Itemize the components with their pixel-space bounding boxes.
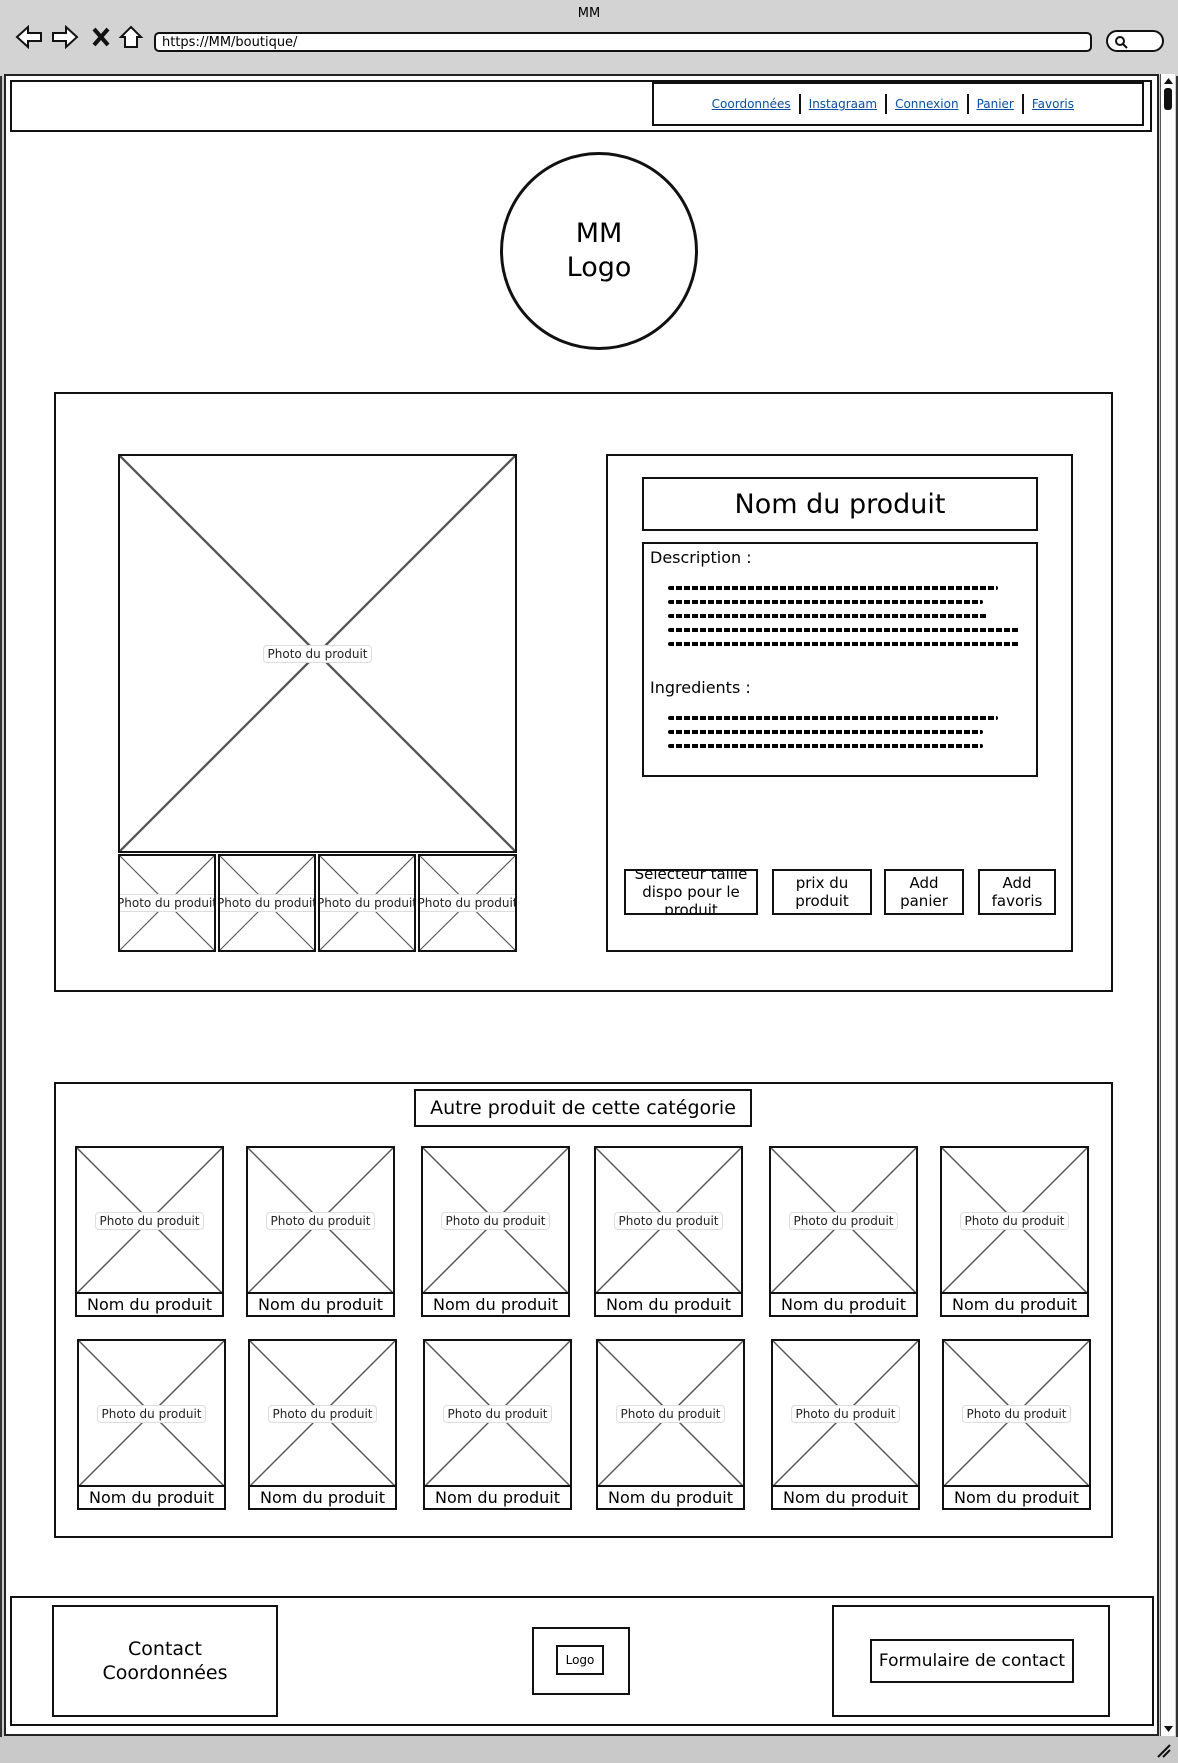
- stop-icon[interactable]: [86, 22, 116, 52]
- related-product-name[interactable]: Nom du produit: [594, 1292, 743, 1317]
- resize-grip-icon[interactable]: [1154, 1741, 1172, 1759]
- related-product-name[interactable]: Nom du produit: [940, 1292, 1089, 1317]
- status-bar: [0, 1737, 1178, 1763]
- photo-label: Photo du produit: [267, 1404, 378, 1423]
- thumbnail-photo[interactable]: Photo du produit: [218, 854, 316, 952]
- photo-label: Photo du produit: [262, 644, 373, 663]
- related-product-name[interactable]: Nom du produit: [942, 1485, 1091, 1510]
- nav-link-connexion[interactable]: Connexion: [887, 94, 969, 114]
- photo-label: Photo du produit: [959, 1211, 1070, 1230]
- photo-label: Photo du produit: [94, 1211, 205, 1230]
- related-product-name[interactable]: Nom du produit: [75, 1292, 224, 1317]
- nav-link-panier[interactable]: Panier: [969, 94, 1024, 114]
- scrollbar-thumb[interactable]: [1164, 88, 1172, 110]
- related-product-name[interactable]: Nom du produit: [769, 1292, 918, 1317]
- add-cart-button[interactable]: Add panier: [884, 869, 964, 915]
- photo-label: Photo du produit: [961, 1404, 1072, 1423]
- photo-label: Photo du produit: [265, 1211, 376, 1230]
- back-arrow-icon[interactable]: [14, 22, 44, 52]
- product-name: Nom du produit: [642, 477, 1038, 531]
- related-section-title: Autre produit de cette catégorie: [414, 1089, 752, 1127]
- related-products-section: [54, 1082, 1113, 1538]
- main-product-photo[interactable]: Photo du produit: [118, 454, 517, 853]
- photo-label: Photo du produit: [790, 1404, 901, 1423]
- forward-arrow-icon[interactable]: [50, 22, 80, 52]
- site-logo[interactable]: MM Logo: [500, 152, 698, 350]
- description-label: Description :: [650, 548, 752, 567]
- related-product-name[interactable]: Nom du produit: [421, 1292, 570, 1317]
- photo-label: Photo du produit: [320, 894, 414, 912]
- related-product-photo[interactable]: Photo du produit: [596, 1339, 745, 1488]
- browser-search-field[interactable]: [1106, 30, 1164, 52]
- related-product-name[interactable]: Nom du produit: [246, 1292, 395, 1317]
- price-button[interactable]: prix du produit: [772, 869, 872, 915]
- related-product-photo[interactable]: Photo du produit: [769, 1146, 918, 1295]
- related-product-photo[interactable]: Photo du produit: [771, 1339, 920, 1488]
- top-nav: Coordonnées Instagraam Connexion Panier …: [652, 82, 1144, 126]
- nav-link-favoris[interactable]: Favoris: [1031, 97, 1074, 111]
- nav-link-coordonnees[interactable]: Coordonnées: [704, 94, 801, 114]
- vertical-scrollbar[interactable]: [1160, 74, 1175, 1736]
- photo-label: Photo du produit: [788, 1211, 899, 1230]
- related-product-photo[interactable]: Photo du produit: [940, 1146, 1089, 1295]
- size-selector-button[interactable]: Sélecteur taille dispo pour le produit: [624, 869, 758, 915]
- nav-link-instagram[interactable]: Instagraam: [801, 94, 888, 114]
- related-product-name[interactable]: Nom du produit: [596, 1485, 745, 1510]
- search-icon: [1115, 36, 1128, 49]
- related-product-photo[interactable]: Photo du produit: [248, 1339, 397, 1488]
- product-description-box: Description : Ingredients :: [642, 542, 1038, 777]
- related-product-name[interactable]: Nom du produit: [423, 1485, 572, 1510]
- photo-label: Photo du produit: [613, 1211, 724, 1230]
- ingredients-text: [668, 706, 1020, 758]
- photo-label: Photo du produit: [442, 1404, 553, 1423]
- thumbnail-photo[interactable]: Photo du produit: [318, 854, 416, 952]
- photo-label: Photo du produit: [420, 894, 515, 912]
- related-product-photo[interactable]: Photo du produit: [594, 1146, 743, 1295]
- ingredients-label: Ingredients :: [650, 678, 751, 697]
- related-product-name[interactable]: Nom du produit: [248, 1485, 397, 1510]
- photo-label: Photo du produit: [120, 894, 214, 912]
- address-bar[interactable]: https://MM/boutique/: [154, 32, 1092, 52]
- related-product-photo[interactable]: Photo du produit: [942, 1339, 1091, 1488]
- photo-label: Photo du produit: [220, 894, 314, 912]
- photo-label: Photo du produit: [615, 1404, 726, 1423]
- thumbnail-photo[interactable]: Photo du produit: [118, 854, 216, 952]
- related-product-photo[interactable]: Photo du produit: [77, 1339, 226, 1488]
- photo-label: Photo du produit: [96, 1404, 207, 1423]
- footer-logo[interactable]: Logo: [556, 1645, 604, 1675]
- related-product-photo[interactable]: Photo du produit: [246, 1146, 395, 1295]
- related-product-name[interactable]: Nom du produit: [77, 1485, 226, 1510]
- related-product-name[interactable]: Nom du produit: [771, 1485, 920, 1510]
- related-product-photo[interactable]: Photo du produit: [75, 1146, 224, 1295]
- photo-label: Photo du produit: [440, 1211, 551, 1230]
- footer-contact-block[interactable]: Contact Coordonnées: [52, 1605, 278, 1717]
- related-product-photo[interactable]: Photo du produit: [423, 1339, 572, 1488]
- home-icon[interactable]: [116, 22, 146, 52]
- related-product-photo[interactable]: Photo du produit: [421, 1146, 570, 1295]
- contact-form-button[interactable]: Formulaire de contact: [870, 1639, 1074, 1683]
- add-favorites-button[interactable]: Add favoris: [978, 869, 1056, 915]
- window-title: MM: [577, 6, 601, 21]
- scroll-up-icon[interactable]: [1161, 74, 1176, 88]
- description-text: [668, 576, 1020, 656]
- scroll-down-icon[interactable]: [1161, 1722, 1176, 1736]
- thumbnail-photo[interactable]: Photo du produit: [418, 854, 517, 952]
